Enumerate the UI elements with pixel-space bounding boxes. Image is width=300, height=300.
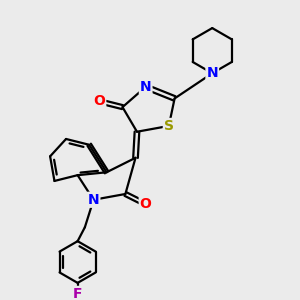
Text: N: N <box>140 80 152 94</box>
Text: N: N <box>88 193 99 207</box>
Text: S: S <box>164 119 174 133</box>
Text: N: N <box>206 66 218 80</box>
Text: O: O <box>140 197 152 211</box>
Text: F: F <box>73 287 82 300</box>
Text: O: O <box>93 94 105 108</box>
